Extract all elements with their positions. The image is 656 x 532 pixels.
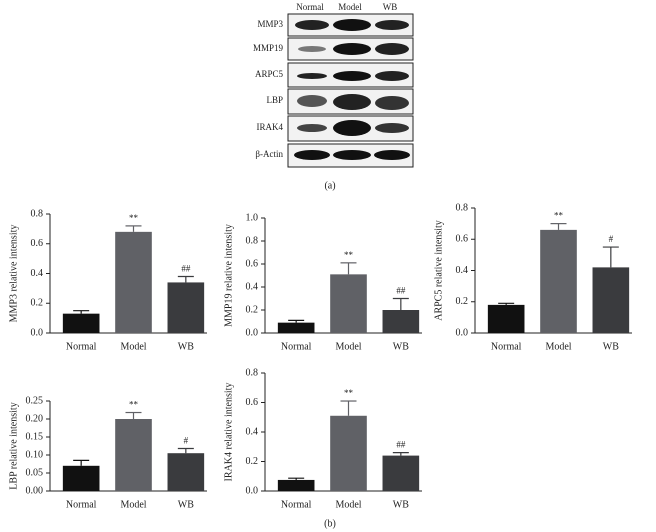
y-tick-label: 0.8 [246,367,259,378]
y-tick-label: 0.05 [26,467,44,478]
x-tick-label: Model [120,499,146,510]
significance-label: # [609,234,614,244]
significance-label: ** [129,213,139,223]
significance-label: # [184,436,189,446]
y-tick-label: 0.0 [31,327,44,338]
x-tick-label: WB [393,341,409,352]
y-tick-label: 0.25 [26,395,44,406]
significance-label: ** [129,400,139,410]
bar [167,282,205,333]
y-tick-label: 0.0 [456,327,469,338]
significance-label: ## [181,264,191,274]
bar [62,313,100,333]
x-tick-label: WB [603,341,619,352]
row-label: ARPC5 [255,69,284,79]
bar [167,453,205,491]
y-tick-label: 0.8 [456,202,469,213]
bar [487,304,525,333]
significance-label: ** [344,388,354,398]
significance-label: ** [344,250,354,260]
bar-chart: 0.0 0.2 0.4 0.6 0.8 IRAK4 relative intensity N… [223,367,422,510]
bar-chart: 0.00 0.05 0.10 0.15 0.20 0.25 LBP relative int… [8,395,207,510]
y-axis-label: MMP19 relative intensity [223,224,234,327]
x-tick-label: Normal [281,499,312,510]
row-label: LBP [266,95,283,105]
y-tick-label: 0.0 [246,327,259,338]
bar [382,310,420,333]
y-tick-label: 0.6 [246,258,259,269]
y-tick-label: 0.2 [31,298,44,309]
x-tick-label: WB [178,341,194,352]
row-label: MMP19 [253,43,284,53]
y-tick-label: 0.6 [456,234,469,245]
bar-chart: 0.0 0.2 0.4 0.6 0.8 ARPC5 relative intensity N… [433,202,632,352]
y-tick-label: 0.4 [31,268,44,279]
y-tick-label: 0.00 [26,485,44,496]
y-tick-label: 0.8 [31,208,44,219]
lane-label: Model [338,2,362,12]
bar-chart: 0.0 0.2 0.4 0.6 0.8 1.0 MMP19 relative intensi… [223,212,422,352]
bar [592,267,630,333]
bar [277,322,315,333]
bar [382,455,420,491]
x-tick-label: WB [178,499,194,510]
row-label: IRAK4 [257,122,284,132]
y-tick-label: 0.15 [26,431,44,442]
bar [330,415,367,491]
bar [540,229,577,333]
y-axis-label: IRAK4 relative intensity [223,383,234,482]
x-tick-label: Normal [491,341,522,352]
x-tick-label: Model [335,341,361,352]
panel-label: (a) [324,180,335,191]
y-tick-label: 0.4 [246,281,259,292]
bar [115,231,152,333]
bar [115,419,152,491]
panel-label: (b) [324,518,336,529]
y-tick-label: 0.6 [31,238,44,249]
y-axis-label: ARPC5 relative intensity [433,220,444,321]
significance-label: ## [396,440,406,450]
y-tick-label: 0.4 [246,426,259,437]
significance-label: ## [396,286,406,296]
y-tick-label: 0.2 [246,456,259,467]
x-tick-label: Normal [66,499,97,510]
blot-image [287,13,414,168]
y-tick-label: 0.2 [246,304,259,315]
bar [277,479,315,491]
y-tick-label: 0.2 [456,296,469,307]
x-tick-label: WB [393,499,409,510]
y-tick-label: 1.0 [246,212,259,223]
row-label: MMP3 [257,19,283,29]
lane-label: Normal [296,2,324,12]
row-label: β-Actin [255,149,283,159]
y-tick-label: 0.4 [456,265,469,276]
bar-chart: 0.0 0.2 0.4 0.6 0.8 MMP3 relative intensity No… [8,208,207,352]
x-tick-label: Model [545,341,571,352]
y-tick-label: 0.6 [246,397,259,408]
x-tick-label: Model [335,499,361,510]
y-axis-label: LBP relative intensity [8,402,19,489]
y-tick-label: 0.8 [246,235,259,246]
bar [62,465,100,491]
x-tick-label: Model [120,341,146,352]
y-tick-label: 0.0 [246,485,259,496]
lane-label: WB [383,2,398,12]
y-tick-label: 0.10 [26,449,44,460]
y-tick-label: 0.20 [26,413,44,424]
significance-label: ** [554,211,564,221]
y-axis-label: MMP3 relative intensity [8,225,19,323]
bar [330,274,367,333]
x-tick-label: Normal [281,341,312,352]
x-tick-label: Normal [66,341,97,352]
